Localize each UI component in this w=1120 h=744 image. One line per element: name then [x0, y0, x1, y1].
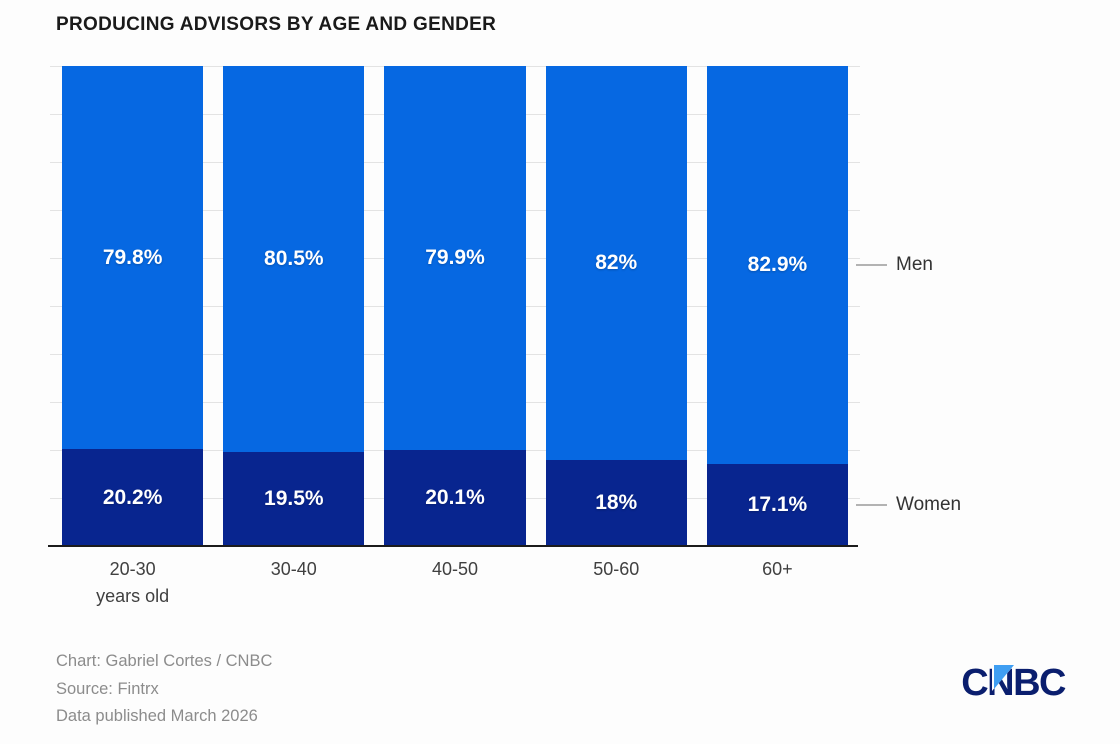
x-tick-label: 60+ [762, 559, 793, 579]
women-value-label: 20.2% [102, 485, 163, 509]
bars-container: 79.8% 20.2% 80.5% 19.5% 79.9% 20.1% 82% 18% 82.9… [62, 66, 849, 546]
credit-source: Source: Fintrx [56, 679, 159, 698]
x-axis-labels: 20-30 years old 30-40 40-50 50-60 60+ [62, 556, 848, 610]
women-segment: 19.5% [223, 452, 365, 546]
men-segment: 80.5% [223, 66, 365, 453]
legend-women: Women [856, 494, 961, 516]
women-segment: 18% [545, 459, 687, 546]
legend-men-tick [856, 263, 887, 266]
men-segment: 79.9% [384, 66, 526, 450]
women-value-label: 19.5% [264, 487, 324, 511]
x-tick-label: 30-40 [270, 559, 317, 579]
bar-30-40: 80.5% 19.5% [223, 66, 365, 546]
men-segment: 79.8% [62, 66, 204, 450]
bar-50-60: 82% 18% [545, 66, 687, 546]
credit-date: Data published March 2026 [56, 707, 258, 725]
men-segment: 82% [545, 66, 687, 460]
men-value-label: 82.9% [747, 252, 808, 276]
women-value-label: 18% [595, 490, 638, 514]
x-tick-label: 40-50 [431, 559, 479, 579]
men-value-label: 79.8% [102, 245, 163, 269]
women-value-label: 20.1% [425, 485, 485, 509]
women-segment: 20.2% [62, 449, 204, 546]
men-value-label: 79.9% [425, 245, 485, 269]
chart-title: PRODUCING ADVISORS BY AGE AND GENDER [56, 14, 497, 35]
cnbc-logo-triangle-icon [994, 665, 1015, 689]
legend-men-label: Men [896, 253, 933, 275]
bar-20-30: 79.8% 20.2% [62, 66, 204, 546]
men-value-label: 80.5% [264, 247, 324, 271]
x-axis-line [48, 545, 858, 547]
x-tick-label: 20-30 years old [96, 559, 170, 606]
legend-women-label: Women [896, 493, 962, 515]
plot-area: 79.8% 20.2% 80.5% 19.5% 79.9% 20.1% 82% 18% 82.9… [48, 66, 961, 547]
legend-women-tick [856, 503, 887, 506]
men-value-label: 82% [595, 250, 638, 274]
bar-60+: 82.9% 17.1% [706, 66, 849, 546]
credit-chart: Chart: Gabriel Cortes / CNBC [56, 652, 273, 670]
x-tick-label: 50-60 [593, 559, 640, 579]
cnbc-logo: CNBC [961, 662, 1066, 708]
chart-credits: Chart: Gabriel Cortes / CNBC Source: Fin… [56, 648, 272, 731]
men-segment: 82.9% [706, 66, 849, 464]
women-segment: 17.1% [706, 463, 849, 546]
bar-40-50: 79.9% 20.1% [384, 66, 526, 546]
women-segment: 20.1% [384, 449, 526, 546]
legend-men: Men [856, 254, 933, 276]
women-value-label: 17.1% [747, 492, 808, 516]
